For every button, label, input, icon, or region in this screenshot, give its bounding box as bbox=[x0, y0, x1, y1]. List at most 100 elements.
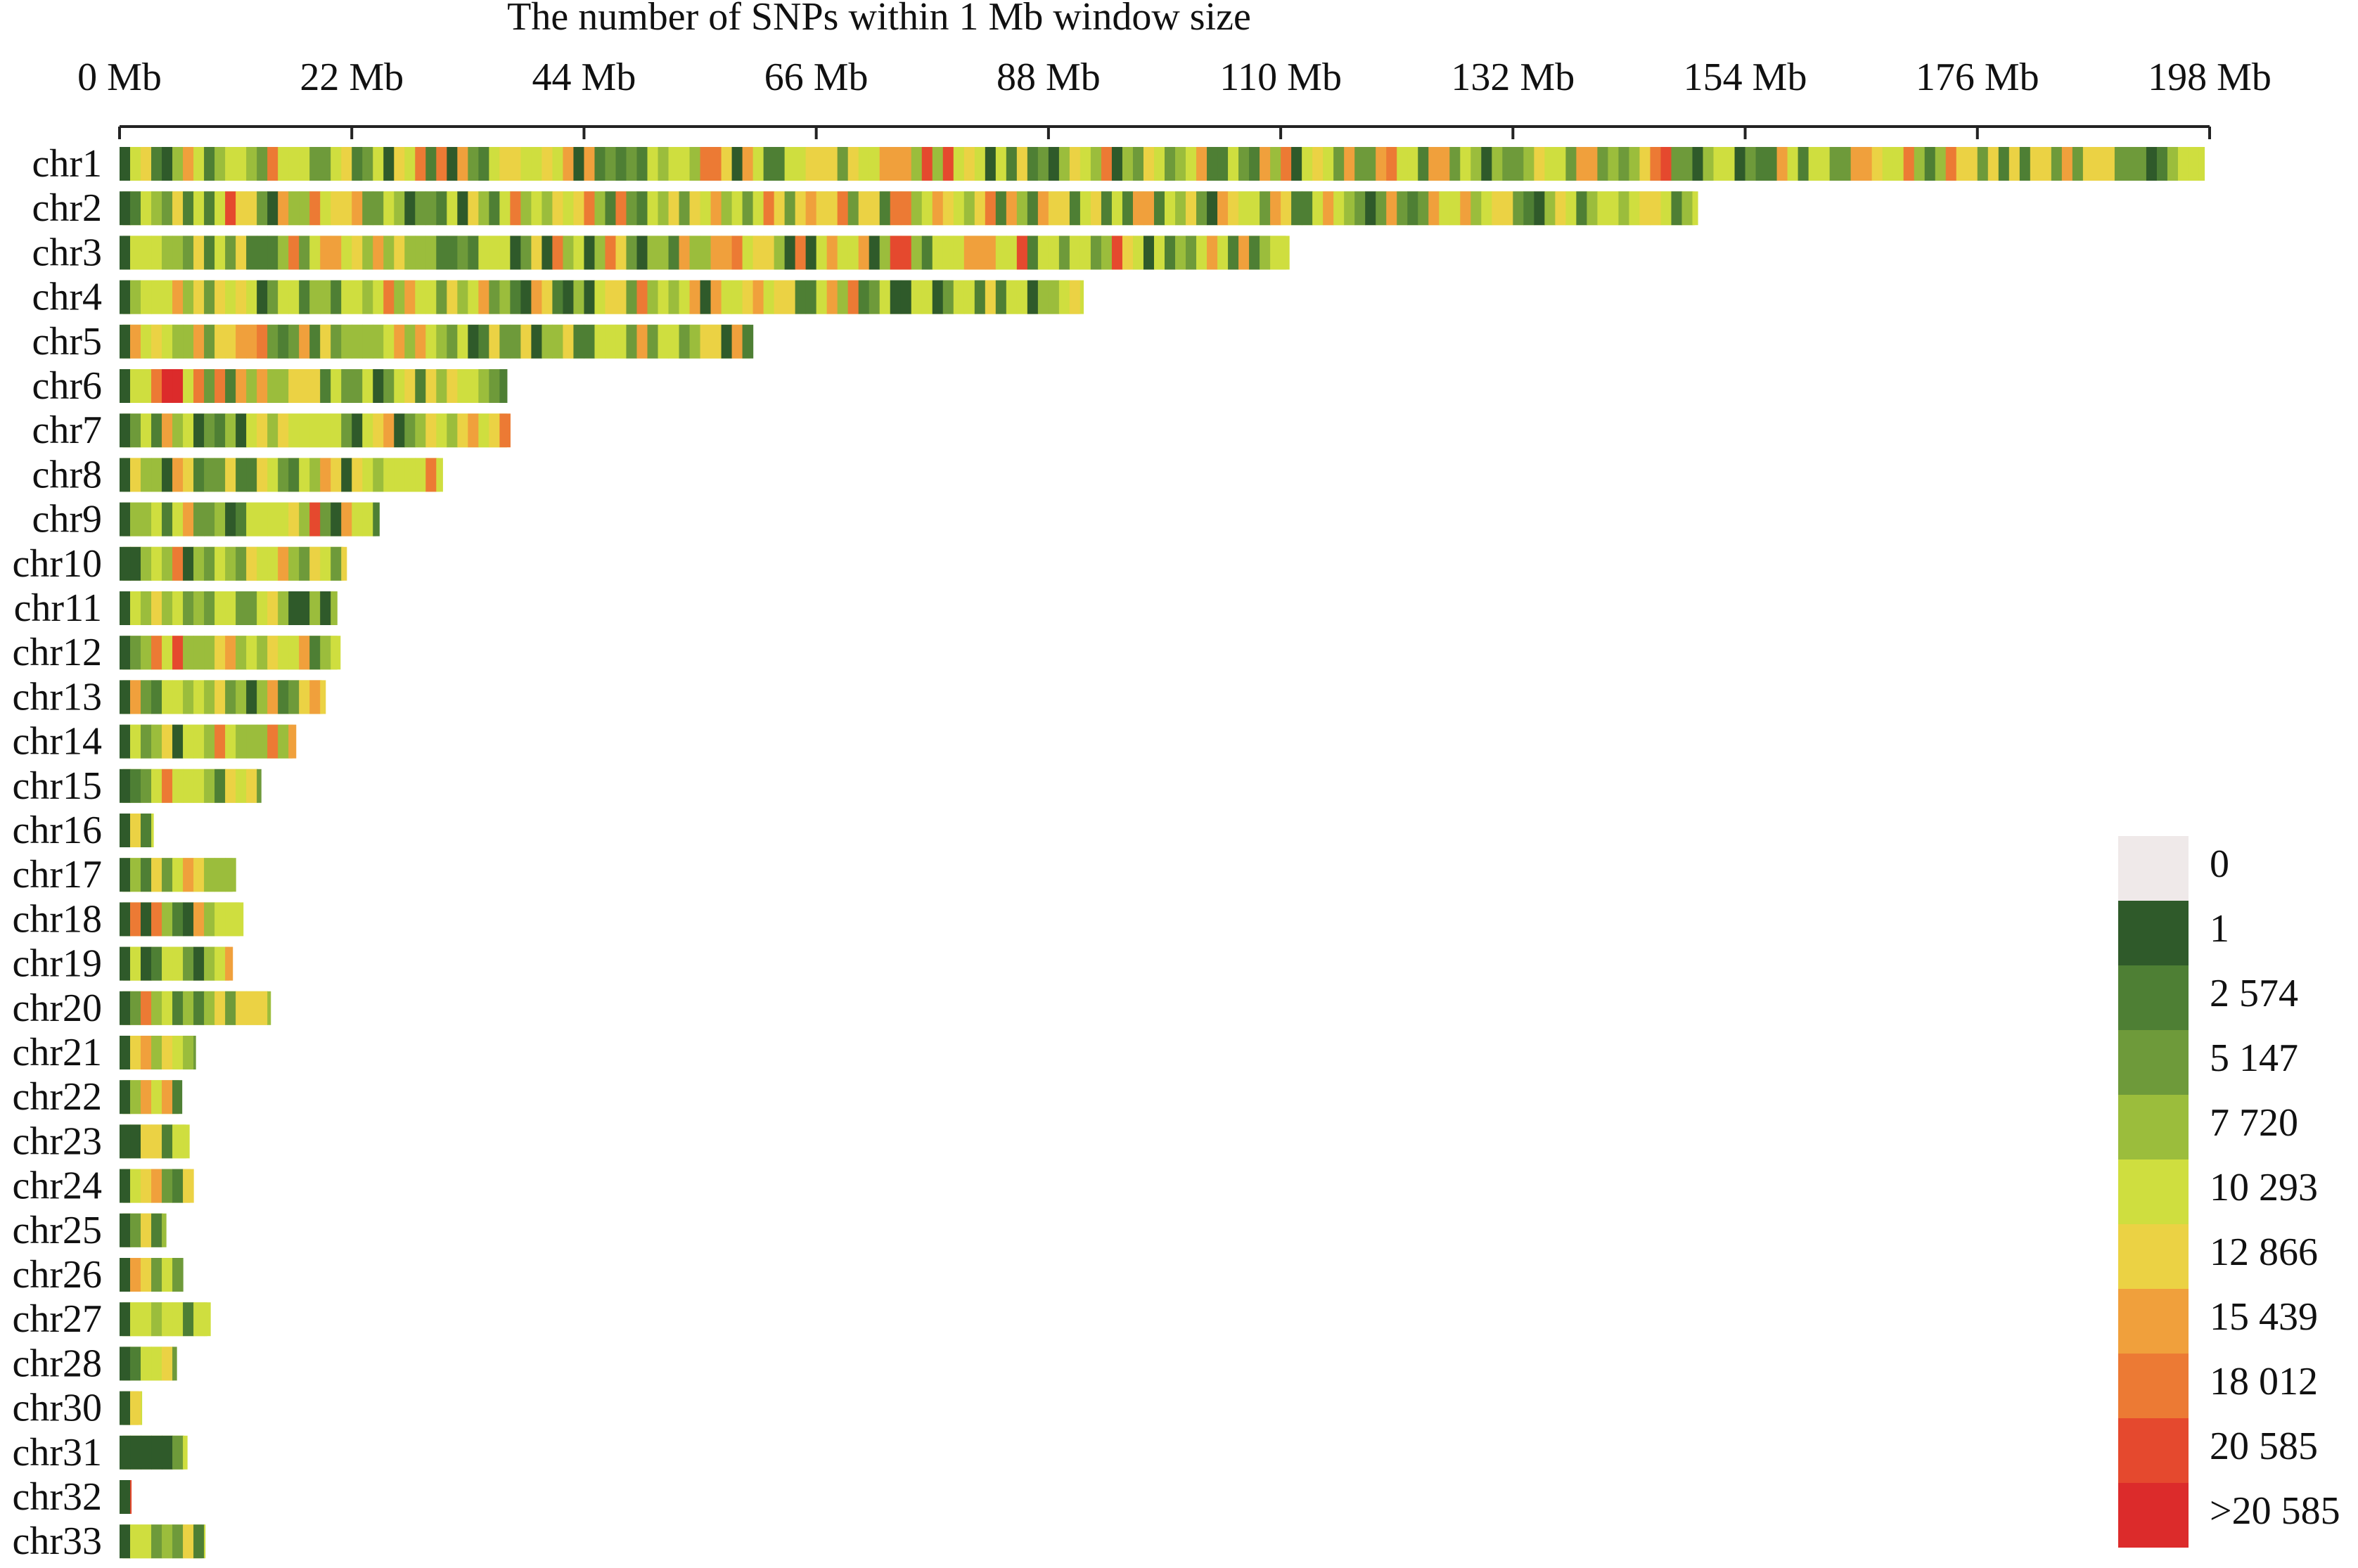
snp-window-bin bbox=[1629, 147, 1641, 181]
snp-window-bin bbox=[246, 191, 257, 226]
snp-window-bin bbox=[858, 191, 870, 226]
snp-window-bin bbox=[130, 1480, 132, 1514]
snp-window-bin bbox=[246, 769, 257, 803]
snp-window-bin bbox=[1724, 147, 1736, 181]
snp-window-bin bbox=[267, 636, 278, 670]
snp-window-bin bbox=[162, 236, 173, 270]
snp-window-bin bbox=[183, 280, 194, 314]
snp-window-bin bbox=[162, 413, 173, 448]
snp-window-bin bbox=[214, 280, 226, 314]
snp-window-bin bbox=[721, 324, 733, 359]
chromosome-bar-chr10 bbox=[120, 546, 347, 581]
snp-window-bin bbox=[710, 236, 722, 270]
chromosome-label-chr5: chr5 bbox=[32, 320, 102, 364]
snp-window-bin bbox=[1048, 147, 1060, 181]
snp-window-bin bbox=[193, 724, 205, 759]
snp-window-bin bbox=[763, 236, 775, 270]
snp-window-bin bbox=[288, 458, 300, 492]
chromosome-bar-chr24 bbox=[120, 1169, 194, 1203]
snp-window-bin bbox=[383, 458, 395, 492]
snp-window-bin bbox=[447, 369, 458, 403]
snp-window-bin bbox=[963, 236, 975, 270]
snp-window-bin bbox=[120, 413, 131, 448]
chromosome-bar-chr14 bbox=[120, 724, 297, 759]
snp-window-bin bbox=[1787, 147, 1799, 181]
snp-window-bin bbox=[626, 147, 638, 181]
snp-window-bin bbox=[1238, 147, 1250, 181]
snp-window-bin bbox=[320, 413, 331, 448]
legend-swatch bbox=[2118, 1224, 2189, 1289]
snp-window-bin bbox=[1534, 191, 1545, 226]
snp-window-bin bbox=[415, 458, 426, 492]
snp-window-bin bbox=[1333, 191, 1345, 226]
snp-window-bin bbox=[1776, 147, 1788, 181]
snp-window-bin bbox=[468, 191, 479, 226]
snp-window-bin bbox=[742, 236, 754, 270]
snp-window-bin bbox=[573, 280, 585, 314]
snp-window-bin bbox=[225, 546, 236, 581]
snp-window-bin bbox=[151, 1524, 162, 1559]
snp-window-bin bbox=[774, 280, 786, 314]
snp-window-bin bbox=[816, 191, 828, 226]
snp-window-bin bbox=[172, 769, 184, 803]
snp-window-bin bbox=[1587, 147, 1598, 181]
snp-window-bin bbox=[151, 1435, 162, 1470]
snp-window-bin bbox=[1650, 147, 1662, 181]
chromosome-bar-chr3 bbox=[120, 236, 1290, 270]
snp-window-bin bbox=[320, 236, 331, 270]
snp-window-bin bbox=[974, 147, 986, 181]
snp-window-bin bbox=[1914, 147, 1926, 181]
snp-window-bin bbox=[1903, 147, 1915, 181]
snp-window-bin bbox=[2082, 147, 2094, 181]
snp-window-bin bbox=[647, 280, 659, 314]
snp-window-bin bbox=[130, 902, 141, 937]
snp-window-bin bbox=[141, 1080, 152, 1114]
snp-window-bin bbox=[309, 413, 321, 448]
snp-window-bin bbox=[1016, 236, 1028, 270]
snp-window-bin bbox=[120, 814, 131, 847]
snp-window-bin bbox=[1079, 147, 1091, 181]
snp-window-bin bbox=[415, 413, 426, 448]
snp-window-bin bbox=[257, 546, 268, 581]
snp-window-bin bbox=[151, 1258, 162, 1292]
snp-window-bin bbox=[162, 1213, 167, 1247]
snp-window-bin bbox=[278, 191, 289, 226]
chromosome-label-chr19: chr19 bbox=[12, 942, 102, 986]
snp-window-bin bbox=[404, 280, 416, 314]
snp-window-bin bbox=[172, 280, 184, 314]
snp-window-bin bbox=[193, 946, 205, 981]
snp-window-bin bbox=[1037, 147, 1049, 181]
snp-window-bin bbox=[257, 191, 268, 226]
snp-window-bin bbox=[594, 280, 606, 314]
snp-window-bin bbox=[1798, 147, 1809, 181]
snp-window-bin bbox=[183, 1124, 190, 1159]
snp-window-bin bbox=[647, 324, 659, 359]
chromosome-label-chr27: chr27 bbox=[12, 1297, 102, 1341]
snp-window-bin bbox=[2103, 147, 2115, 181]
snp-window-bin bbox=[162, 1435, 173, 1470]
snp-window-bin bbox=[573, 236, 585, 270]
snp-window-bin bbox=[120, 369, 131, 403]
snp-window-bin bbox=[246, 991, 257, 1025]
snp-window-bin bbox=[214, 502, 226, 536]
snp-window-bin bbox=[531, 191, 543, 226]
snp-window-bin bbox=[172, 680, 184, 714]
snp-window-bin bbox=[214, 991, 226, 1025]
snp-window-bin bbox=[183, 636, 194, 670]
snp-window-bin bbox=[1428, 191, 1440, 226]
snp-window-bin bbox=[309, 636, 321, 670]
snp-window-bin bbox=[1270, 236, 1281, 270]
chromosome-label-chr32: chr32 bbox=[12, 1475, 102, 1519]
snp-window-bin bbox=[214, 724, 226, 759]
snp-window-bin bbox=[320, 458, 331, 492]
snp-window-bin bbox=[162, 858, 173, 892]
snp-window-bin bbox=[1481, 191, 1492, 226]
snp-window-bin bbox=[679, 191, 691, 226]
snp-window-bin bbox=[183, 1302, 194, 1337]
chromosome-label-chr6: chr6 bbox=[32, 364, 102, 408]
snp-window-bin bbox=[162, 591, 173, 625]
snp-window-bin bbox=[1048, 236, 1060, 270]
chromosome-bar-chr11 bbox=[120, 591, 338, 625]
snp-window-bin bbox=[1660, 147, 1672, 181]
snp-window-bin bbox=[1323, 147, 1334, 181]
